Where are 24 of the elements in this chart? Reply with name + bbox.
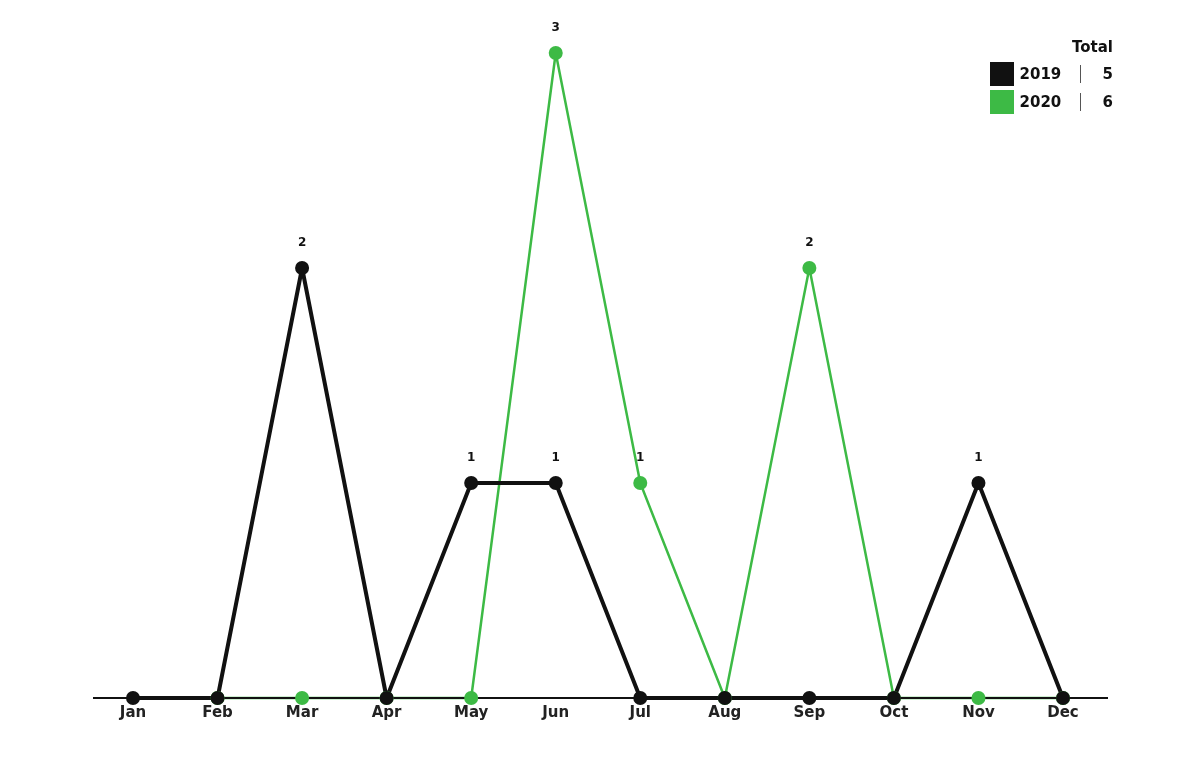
legend-title: Total [1071,38,1113,56]
data-label: 2 [297,235,307,249]
x-tick-label: Mar [285,702,319,721]
x-tick-label: Jul [628,702,651,721]
data-label: 1 [467,450,476,464]
x-tick-label: Oct [879,702,909,721]
x-tick-label: Jan [118,702,147,721]
x-tick-label: Feb [202,702,234,721]
x-tick-label: Dec [1047,702,1079,721]
x-tick-label: Apr [371,702,403,721]
x-tick-label: Aug [708,702,742,721]
annotation: 6 [1102,93,1113,111]
legend-label: 2020 [1019,93,1081,111]
data-label: 3 [551,20,560,34]
data-label: 1 [636,450,645,464]
data-label: 1 [974,450,983,464]
legend-label: 2019 [1019,65,1081,83]
x-tick-label: Jun [541,702,570,721]
x-tick-label: Sep [793,702,826,721]
annotation: 5 [1102,65,1113,83]
x-tick-label: Nov [962,702,995,721]
data-label: 1 [551,450,560,464]
x-tick-label: May [453,702,489,721]
data-label: 2 [805,235,814,249]
